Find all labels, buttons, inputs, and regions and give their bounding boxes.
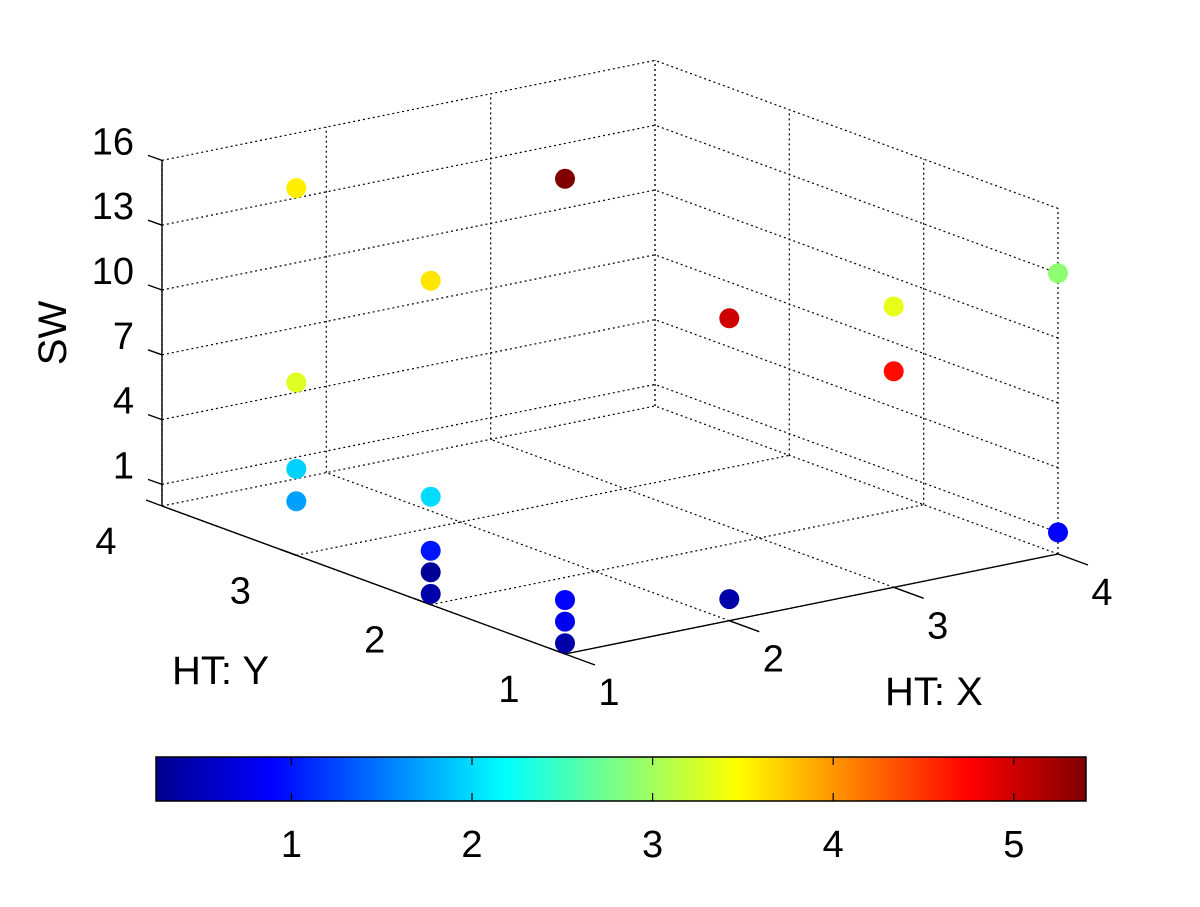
scatter-point (420, 583, 441, 604)
scatter-point (883, 361, 904, 382)
floor-grid-line-y (430, 504, 924, 606)
floor-grid-line-x (490, 438, 894, 588)
back-wall-grid-horizontal (161, 189, 656, 291)
floor-grid-line-x (326, 472, 730, 622)
z-tick-mark (147, 154, 163, 162)
z-tick-mark (147, 349, 163, 356)
y-tick-label: 2 (364, 620, 385, 662)
grid-lines (161, 59, 1059, 655)
z-tick-label: 13 (92, 186, 134, 228)
scatter-point (555, 168, 575, 189)
x-tick-mark (564, 653, 596, 666)
scatter-point (420, 540, 441, 561)
colorbar-tick-label: 1 (281, 824, 302, 866)
colorbar-tick-label: 3 (642, 824, 663, 866)
floor-grid-line-y (161, 405, 656, 507)
scatter-point (555, 590, 575, 610)
floor-grid-line-x (654, 405, 1059, 555)
x-tick-mark (893, 586, 924, 599)
axes: 1 2 3 4 1 2 3 4 1 4 7 10 13 16 (92, 121, 1113, 714)
y-tick-label: 4 (95, 521, 116, 563)
scatter-point (286, 372, 307, 393)
side-wall-grid-horizontal (654, 124, 1059, 274)
scatter-point (555, 611, 575, 632)
scatter-point (286, 178, 307, 199)
y-tick-mark (145, 499, 163, 507)
y-tick-label: 1 (498, 669, 519, 711)
floor-grid-line-y (296, 454, 790, 556)
x-axis-line (564, 553, 1059, 655)
scatter-point (420, 270, 441, 291)
z-tick-mark (147, 219, 163, 226)
scatter-point (719, 308, 740, 329)
z-tick-mark (147, 478, 163, 486)
back-wall-grid-horizontal (161, 124, 656, 226)
x-axis-title: HT: X (885, 670, 983, 714)
z-tick-label: 1 (113, 445, 134, 487)
y-tick-label: 3 (230, 570, 251, 612)
axis-labels: HT: X HT: Y SW (31, 301, 983, 714)
scatter-point (1048, 263, 1068, 284)
x-tick-label: 3 (927, 605, 948, 647)
scatter-point (420, 562, 441, 583)
z-tick-label: 10 (92, 251, 134, 293)
y-tick-mark (548, 647, 566, 655)
y-tick-mark (414, 598, 431, 606)
back-wall-grid-horizontal (161, 319, 656, 421)
back-wall-grid-horizontal (161, 59, 656, 161)
z-tick-label: 4 (113, 381, 134, 423)
side-wall-grid-horizontal (654, 319, 1059, 469)
colorbar-tick-label: 2 (461, 824, 482, 866)
data-points (286, 168, 1068, 654)
scatter-point (420, 486, 441, 507)
colorbar-tick-label: 4 (823, 824, 844, 866)
y-tick-mark (280, 548, 297, 556)
side-wall-grid-horizontal (654, 59, 1059, 209)
scatter-point (555, 633, 575, 654)
scatter-point (883, 296, 904, 317)
z-tick-label: 7 (113, 316, 134, 358)
colorbar: 1 2 3 4 5 (155, 756, 1087, 866)
z-tick-mark (147, 284, 163, 291)
side-wall-grid-horizontal (654, 383, 1059, 533)
x-tick-mark (1057, 553, 1089, 566)
colorbar-gradient (155, 756, 1087, 802)
z-axis-title: SW (31, 301, 75, 366)
back-wall-grid-horizontal (161, 254, 656, 356)
x-tick-label: 1 (598, 672, 619, 714)
z-tick-mark (147, 413, 163, 421)
x-tick-mark (729, 620, 760, 633)
scatter-point (719, 589, 740, 610)
colorbar-tick-label: 5 (1003, 824, 1024, 866)
y-axis-title: HT: Y (172, 649, 269, 693)
z-tick-label: 16 (92, 121, 134, 163)
scatter-point (1048, 522, 1068, 543)
side-wall-grid-horizontal (654, 254, 1059, 404)
y-axis-line (161, 505, 566, 655)
side-wall-grid-horizontal (654, 189, 1059, 339)
scatter-point (286, 458, 307, 479)
back-wall-grid-horizontal (161, 383, 656, 485)
scatter-point (286, 491, 307, 512)
x-tick-label: 4 (1091, 572, 1112, 614)
x-tick-label: 2 (763, 639, 784, 681)
